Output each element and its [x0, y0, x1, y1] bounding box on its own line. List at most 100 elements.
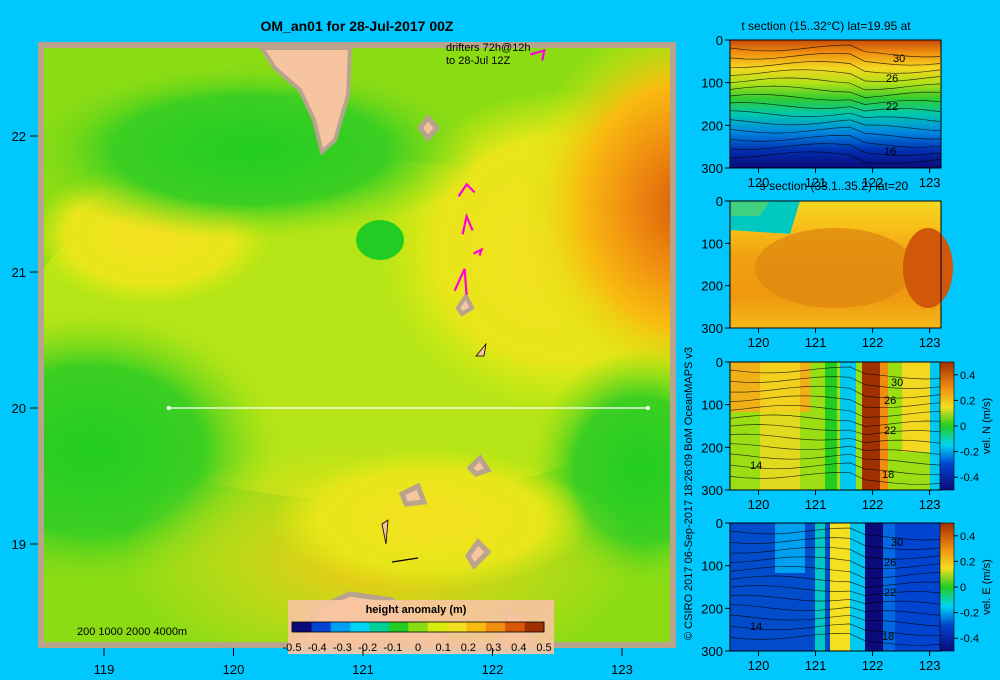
contour-line — [729, 404, 941, 418]
contour-label: 14 — [750, 621, 762, 633]
x-tick-label: 123 — [919, 175, 941, 190]
x-tick-label: 121 — [805, 175, 827, 190]
contour-line — [729, 462, 940, 476]
colorbar-tick-label: 0.2 — [960, 395, 975, 407]
colorbar-tick-label: 0 — [415, 642, 421, 654]
colorbar-swatch — [388, 622, 409, 632]
contour-line — [729, 93, 941, 105]
colorbar-swatch — [485, 622, 506, 632]
y-tick-label: 0 — [716, 516, 723, 531]
vel-e-colorbar-label: vel. E (m/s) — [981, 559, 993, 615]
y-tick-label: 21 — [12, 265, 26, 280]
contour-line — [729, 433, 941, 444]
vel-n-colorbar — [939, 361, 955, 491]
x-tick-label: 120 — [748, 658, 770, 673]
x-tick-label: 123 — [611, 662, 633, 677]
y-tick-label: 0 — [716, 194, 723, 209]
contour-label: 26 — [884, 395, 896, 407]
land-islet — [381, 519, 389, 545]
y-tick-label: 100 — [701, 76, 723, 91]
vel-e-colorbar — [939, 522, 955, 652]
contour-line — [729, 126, 940, 140]
x-tick-label: 119 — [94, 662, 115, 677]
contour-label: 18 — [882, 631, 894, 643]
contour-line — [729, 443, 941, 455]
land-islet — [398, 482, 428, 507]
colorbar-tick-label: 0 — [960, 582, 966, 594]
drifter-track — [457, 182, 476, 198]
x-tick-label: 123 — [919, 497, 941, 512]
contour-line — [729, 546, 941, 560]
land-islet — [466, 454, 492, 477]
land-islet — [416, 114, 441, 142]
colorbar-swatch — [350, 622, 371, 632]
contour-line — [729, 424, 941, 436]
colorbar-ticks: -0.5 -0.4 -0.3 -0.2 -0.1 0 0.1 0.2 0.3 0.4 0.5 — [283, 642, 552, 654]
contour-line — [729, 143, 941, 156]
contour-label: 22 — [884, 425, 896, 437]
contour-line — [729, 85, 941, 98]
contour-line — [729, 623, 940, 637]
colorbar-swatch — [408, 622, 429, 632]
colorbar-swatch — [311, 622, 332, 632]
contour-line — [729, 102, 941, 112]
panel-salinity-section: s section (33.1..35.2) lat=20 — [729, 179, 953, 329]
colorbar-swatch — [330, 622, 351, 632]
land-taiwan — [259, 48, 353, 156]
map-x-ticks: 119 120 121 122 123 — [94, 648, 633, 677]
contour-label: 18 — [882, 469, 894, 481]
contour-label: 14 — [750, 460, 762, 472]
map-title: OM_an01 for 28-Jul-2017 00Z — [261, 18, 454, 34]
drifter-tracks — [453, 48, 546, 295]
drifter-note-line1: drifters 72h@12h — [446, 42, 531, 54]
y-tick-label: 19 — [12, 537, 26, 552]
colorbar-tick-label: 0.5 — [536, 642, 551, 654]
height-anomaly-colorbar — [291, 621, 545, 633]
contour-line — [729, 110, 941, 122]
vel-e-colorbar-ticks: 0.4 0.2 0 -0.2 -0.4 — [954, 531, 979, 645]
x-tick-label: 122 — [862, 658, 884, 673]
land-islet — [465, 538, 492, 571]
contour-line — [729, 119, 941, 132]
colorbar-tick-label: 0.3 — [486, 642, 501, 654]
contour-line — [729, 376, 941, 389]
land-islet — [475, 342, 487, 357]
colorbar-tick-label: -0.5 — [283, 642, 302, 654]
contour-label: 30 — [891, 537, 903, 549]
vel-n-colorbar-label: vel. N (m/s) — [981, 398, 993, 454]
x-tick-label: 121 — [805, 658, 827, 673]
y-tick-label: 200 — [701, 279, 723, 294]
contour-line — [729, 614, 941, 627]
contour-line — [729, 527, 941, 541]
map-y-ticks: 19 20 21 22 — [12, 129, 38, 552]
x-tick-label: 122 — [862, 335, 884, 350]
contour-line — [729, 385, 941, 399]
contour-line — [729, 453, 941, 466]
colorbar-tick-label: -0.4 — [960, 633, 979, 645]
colorbar-tick-label: 0.2 — [461, 642, 476, 654]
contour-label: 16 — [884, 146, 896, 158]
contour-line — [729, 604, 941, 616]
colorbar-swatch — [292, 622, 312, 632]
land-islet — [455, 292, 475, 317]
colorbar-tick-label: -0.2 — [960, 608, 979, 620]
colorbar-tick-label: 0.4 — [960, 531, 975, 543]
x-tick-label: 121 — [352, 662, 374, 677]
contour-line — [729, 135, 941, 148]
drifter-note-line2: to 28-Jul 12Z — [446, 55, 510, 67]
colorbar-tick-label: 0.4 — [960, 370, 975, 382]
contour-line — [729, 44, 941, 58]
y-tick-label: 300 — [701, 644, 723, 659]
x-tick-label: 122 — [862, 175, 884, 190]
contour-label: 22 — [884, 587, 896, 599]
contour-line — [729, 414, 941, 427]
colorbar-swatch — [505, 622, 526, 632]
colorbar-tick-label: -0.4 — [960, 472, 979, 484]
x-tick-label: 120 — [748, 497, 770, 512]
x-tick-label: 123 — [919, 658, 941, 673]
y-tick-label: 22 — [12, 129, 26, 144]
vel-n-contours — [729, 366, 941, 485]
y-tick-label: 300 — [701, 483, 723, 498]
colorbar-tick-label: 0 — [960, 421, 966, 433]
x-tick-label: 120 — [223, 662, 245, 677]
